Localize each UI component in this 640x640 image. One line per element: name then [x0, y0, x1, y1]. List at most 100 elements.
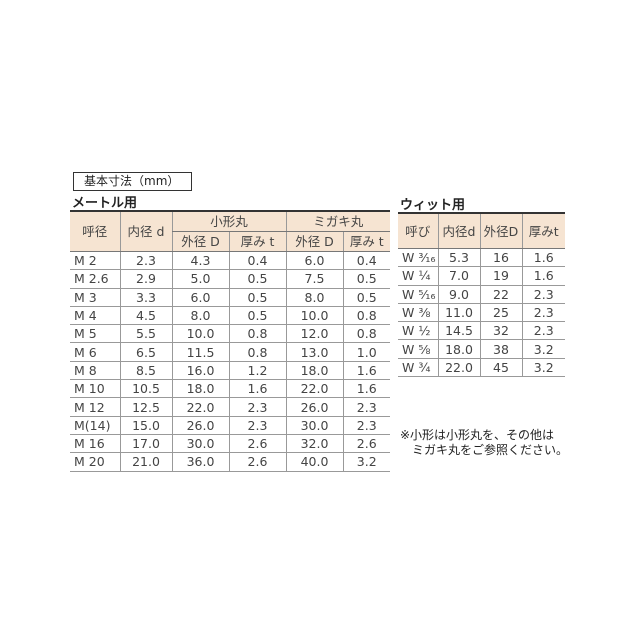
table-cell: 12.5 — [119, 397, 172, 417]
table-cell: 45 — [479, 358, 522, 378]
table-cell: 13.0 — [285, 342, 343, 362]
table-cell: M 6 — [70, 342, 120, 362]
whitworth-section-title: ウィット用 — [400, 198, 466, 213]
table-cell: 6.5 — [119, 342, 172, 362]
header-small-thick: 厚み t — [228, 231, 286, 252]
table-cell: W ½ — [398, 321, 438, 341]
table-cell: 1.6 — [521, 248, 565, 268]
table-cell: 2.3 — [521, 285, 565, 304]
table-cell: 14.5 — [437, 321, 480, 341]
table-cell: 3.3 — [119, 288, 172, 307]
table-row: M 3 3.3 6.0 0.5 8.0 0.5 — [70, 288, 390, 307]
table-cell: M 4 — [70, 306, 120, 326]
table-cell: M 12 — [70, 397, 120, 417]
table-cell: 30.0 — [171, 434, 229, 454]
table-cell: W ¾ — [398, 358, 438, 378]
table-cell: 2.3 — [342, 416, 390, 435]
table-cell: 2.6 — [228, 434, 286, 454]
table-cell: 2.3 — [521, 303, 565, 323]
table-row: W ⅝ 18.0 38 3.2 — [398, 339, 565, 359]
table-cell: 5.5 — [119, 324, 172, 344]
table-row: M 2.6 2.9 5.0 0.5 7.5 0.5 — [70, 269, 390, 289]
table-cell: 4.3 — [171, 251, 229, 271]
table-cell: 0.5 — [228, 306, 286, 326]
table-cell: M 3 — [70, 288, 120, 307]
table-cell: 2.6 — [342, 434, 390, 454]
table-cell: 30.0 — [285, 416, 343, 435]
table-cell: 8.0 — [171, 306, 229, 326]
table-cell: 9.0 — [437, 285, 480, 304]
header-thick: 厚みt — [521, 213, 565, 249]
table-cell: 1.0 — [342, 342, 390, 362]
table-cell: 22.0 — [171, 397, 229, 417]
table-cell: M(14) — [70, 416, 120, 435]
table-cell: 0.8 — [342, 306, 390, 326]
table-cell: 26.0 — [171, 416, 229, 435]
table-row: W ¼ 7.0 19 1.6 — [398, 266, 565, 286]
table-cell: W ⅝ — [398, 339, 438, 359]
note: ※小形は小形丸を、その他は ミガキ丸をご参照ください。 — [400, 428, 568, 458]
table-cell: 22 — [479, 285, 522, 304]
table-row: M 20 21.0 36.0 2.6 40.0 3.2 — [70, 452, 390, 472]
note-line: ※小形は小形丸を、その他は — [400, 428, 555, 442]
table-cell: W ³⁄₁₆ — [398, 248, 438, 268]
note-line: ミガキ丸をご参照ください。 — [412, 443, 569, 457]
table-cell: 0.5 — [342, 269, 390, 289]
table-cell: 26.0 — [285, 397, 343, 417]
table-row: M 6 6.5 11.5 0.8 13.0 1.0 — [70, 342, 390, 362]
table-cell: 19 — [479, 266, 522, 286]
table-cell: 3.2 — [521, 339, 565, 359]
table-cell: M 10 — [70, 379, 120, 399]
table-cell: 1.2 — [228, 361, 286, 381]
header-nominal: 呼径 — [70, 211, 120, 252]
table-cell: 8.5 — [119, 361, 172, 381]
table-cell: 5.0 — [171, 269, 229, 289]
table-cell: 36.0 — [171, 452, 229, 472]
table-cell: 2.3 — [342, 397, 390, 417]
table-cell: 0.8 — [228, 324, 286, 344]
table-row: W ⁵⁄₁₆ 9.0 22 2.3 — [398, 285, 565, 304]
table-cell: 2.3 — [521, 321, 565, 341]
table-row: M(14) 15.0 26.0 2.3 30.0 2.3 — [70, 416, 390, 435]
table-cell: 25 — [479, 303, 522, 323]
table-cell: 0.4 — [342, 251, 390, 271]
header-small-outer: 外径 D — [171, 231, 229, 252]
dimensions-title: 基本寸法（mm） — [73, 172, 193, 191]
table-cell: 11.0 — [437, 303, 480, 323]
table-cell: 6.0 — [171, 288, 229, 307]
table-cell: W ¼ — [398, 266, 438, 286]
table-row: M 5 5.5 10.0 0.8 12.0 0.8 — [70, 324, 390, 344]
table-row: M 8 8.5 16.0 1.2 18.0 1.6 — [70, 361, 390, 381]
table-cell: 10.5 — [119, 379, 172, 399]
table-cell: 0.5 — [342, 288, 390, 307]
table-row: W ½ 14.5 32 2.3 — [398, 321, 565, 341]
table-cell: 1.6 — [521, 266, 565, 286]
table-row: M 4 4.5 8.0 0.5 10.0 0.8 — [70, 306, 390, 326]
table-cell: 16 — [479, 248, 522, 268]
table-cell: M 8 — [70, 361, 120, 381]
table-cell: M 5 — [70, 324, 120, 344]
table-cell: 40.0 — [285, 452, 343, 472]
table-row: M 10 10.5 18.0 1.6 22.0 1.6 — [70, 379, 390, 399]
table-cell: 7.5 — [285, 269, 343, 289]
table-row: M 12 12.5 22.0 2.3 26.0 2.3 — [70, 397, 390, 417]
table-cell: M 2.6 — [70, 269, 120, 289]
table-cell: 18.0 — [171, 379, 229, 399]
table-cell: 8.0 — [285, 288, 343, 307]
table-cell: 22.0 — [285, 379, 343, 399]
table-cell: 0.8 — [342, 324, 390, 344]
header-nominal: 呼び — [398, 213, 438, 249]
table-cell: M 2 — [70, 251, 120, 271]
table-cell: M 20 — [70, 452, 120, 472]
table-cell: 0.4 — [228, 251, 286, 271]
table-row: W ³⁄₁₆ 5.3 16 1.6 — [398, 248, 565, 268]
table-cell: 0.8 — [228, 342, 286, 362]
table-cell: 3.2 — [342, 452, 390, 472]
table-cell: 2.3 — [228, 416, 286, 435]
table-cell: W ⅜ — [398, 303, 438, 323]
table-cell: 18.0 — [285, 361, 343, 381]
table-cell: 4.5 — [119, 306, 172, 326]
table-cell: 16.0 — [171, 361, 229, 381]
table-row: M 16 17.0 30.0 2.6 32.0 2.6 — [70, 434, 390, 454]
table-cell: 10.0 — [285, 306, 343, 326]
